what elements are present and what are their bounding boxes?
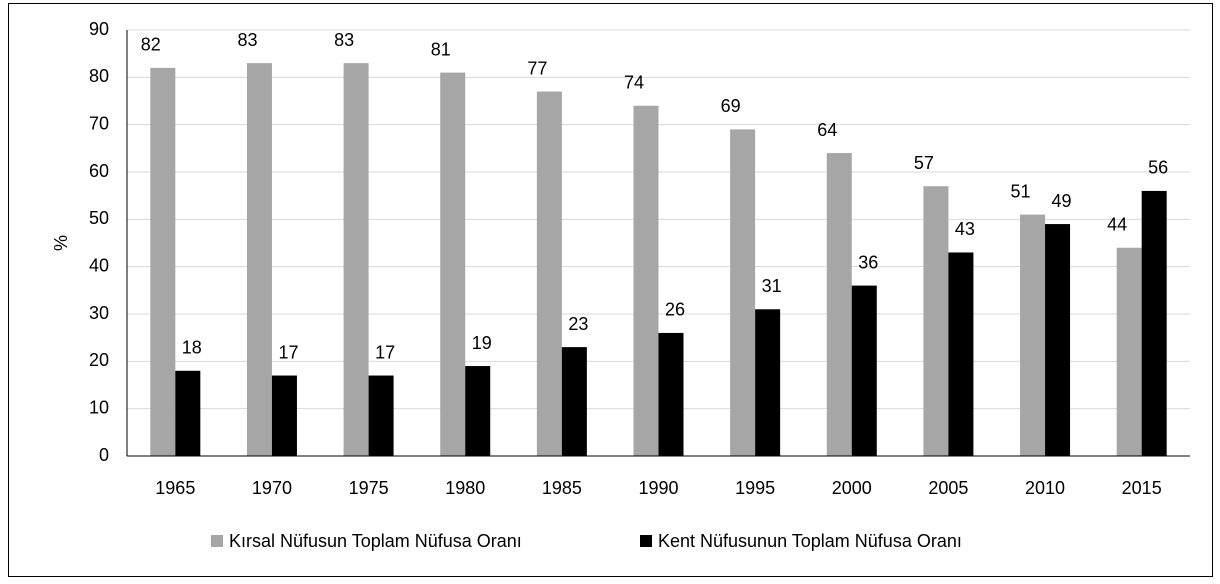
bar (1045, 224, 1071, 456)
x-tick-label: 1965 (155, 478, 195, 498)
legend-label: Kent Nüfusunun Toplam Nüfusa Oranı (658, 531, 962, 551)
x-tick-label: 1995 (735, 478, 775, 498)
y-tick-label: 70 (89, 113, 109, 133)
x-tick-label: 2005 (928, 478, 968, 498)
bar (633, 105, 659, 456)
x-tick-label: 1980 (445, 478, 485, 498)
data-label: 74 (624, 72, 644, 92)
bar (658, 332, 684, 456)
y-tick-label: 10 (89, 397, 109, 417)
x-tick-label: 2010 (1025, 478, 1065, 498)
legend-swatch (211, 535, 223, 547)
bar (826, 153, 852, 457)
data-label: 77 (527, 58, 547, 78)
x-tick-label: 2000 (832, 478, 872, 498)
y-tick-label: 40 (89, 255, 109, 275)
data-label: 51 (1011, 181, 1031, 201)
y-axis-label: % (51, 235, 71, 251)
bar (851, 285, 877, 456)
y-tick-label: 90 (89, 19, 109, 39)
x-tick-label: 1970 (252, 478, 292, 498)
data-label: 17 (375, 342, 395, 362)
data-label: 26 (665, 300, 685, 320)
y-tick-label: 20 (89, 350, 109, 370)
bar (1141, 190, 1167, 456)
legend-label: Kırsal Nüfusun Toplam Nüfusa Oranı (229, 531, 522, 551)
data-label: 64 (817, 120, 837, 140)
data-label: 82 (141, 35, 161, 55)
x-tick-label: 1975 (349, 478, 389, 498)
data-label: 83 (237, 30, 257, 50)
chart-border (8, 3, 1213, 577)
data-label: 43 (955, 219, 975, 239)
y-tick-label: 60 (89, 161, 109, 181)
data-label: 81 (431, 39, 451, 59)
data-label: 19 (472, 333, 492, 353)
data-label: 49 (1052, 191, 1072, 211)
bar (536, 91, 562, 457)
bar (923, 186, 949, 456)
bar (1020, 214, 1046, 456)
bar (948, 252, 974, 456)
data-label: 31 (762, 276, 782, 296)
data-label: 44 (1107, 214, 1127, 234)
bar (343, 63, 369, 457)
bar (465, 366, 491, 456)
data-label: 69 (721, 96, 741, 116)
bar (175, 370, 201, 456)
bar (1116, 247, 1142, 456)
y-tick-label: 50 (89, 208, 109, 228)
data-label: 83 (334, 30, 354, 50)
y-tick-label: 30 (89, 303, 109, 323)
legend-swatch (640, 535, 652, 547)
data-label: 18 (182, 338, 202, 358)
bar (368, 375, 394, 456)
data-label: 17 (278, 342, 298, 362)
bar (246, 63, 272, 457)
y-tick-label: 0 (99, 445, 109, 465)
bar (150, 67, 176, 456)
bar (271, 375, 297, 456)
bar (730, 129, 756, 456)
x-tick-label: 1985 (542, 478, 582, 498)
bar (440, 72, 466, 456)
bar (755, 309, 781, 456)
data-label: 23 (568, 314, 588, 334)
x-tick-label: 1990 (638, 478, 678, 498)
x-tick-label: 2015 (1122, 478, 1162, 498)
y-tick-label: 80 (89, 66, 109, 86)
data-label: 57 (914, 153, 934, 173)
bar (561, 347, 587, 456)
data-label: 36 (858, 252, 878, 272)
data-label: 56 (1148, 158, 1168, 178)
